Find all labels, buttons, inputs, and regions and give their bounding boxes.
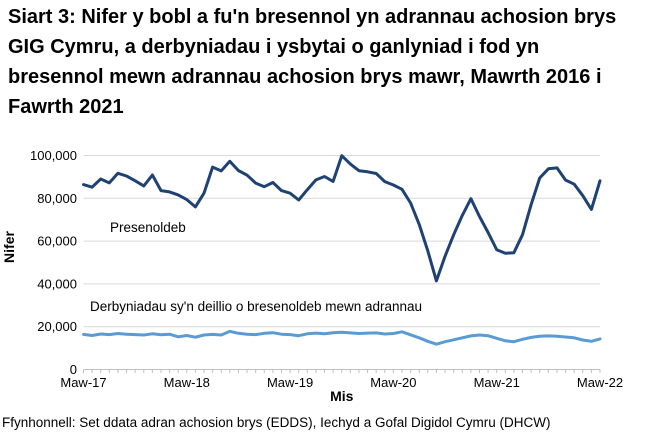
series-label-presenoldeb: Presenoldeb xyxy=(110,220,186,235)
line-chart: 0 20,000 40,000 60,000 80,000 100,000 Maw-17 Ma… xyxy=(1,148,623,404)
source-note: Ffynhonnell: Set ddata adran achosion br… xyxy=(2,415,551,430)
x-tick-label: Maw-17 xyxy=(60,375,106,390)
chart-title: Siart 3: Nifer y bobl a fu'n bresennol y… xyxy=(8,6,617,118)
x-tick-label: Maw-22 xyxy=(577,375,623,390)
y-tick-label: 0 xyxy=(70,362,77,377)
x-axis-title: Mis xyxy=(330,388,354,404)
y-tick-label: 40,000 xyxy=(37,276,77,291)
x-tick-label: Maw-21 xyxy=(474,375,520,390)
y-tick-label: 20,000 xyxy=(37,319,77,334)
x-tick-label: Maw-19 xyxy=(267,375,313,390)
y-tick-label: 60,000 xyxy=(37,234,77,249)
series-line-presenoldeb xyxy=(82,154,602,283)
y-axis-title: Nifer xyxy=(1,231,17,263)
series-line-derbyniadau xyxy=(82,329,602,346)
x-tick-label: Maw-20 xyxy=(370,375,416,390)
series-label-derbyniadau: Derbyniadau sy'n deillio o bresenoldeb m… xyxy=(90,299,422,314)
y-tick-label: 80,000 xyxy=(37,191,77,206)
y-tick-label: 100,000 xyxy=(30,148,77,163)
chart-area: 0 20,000 40,000 60,000 80,000 100,000 Maw-17 Ma… xyxy=(0,140,645,406)
x-tick-label: Maw-18 xyxy=(164,375,210,390)
